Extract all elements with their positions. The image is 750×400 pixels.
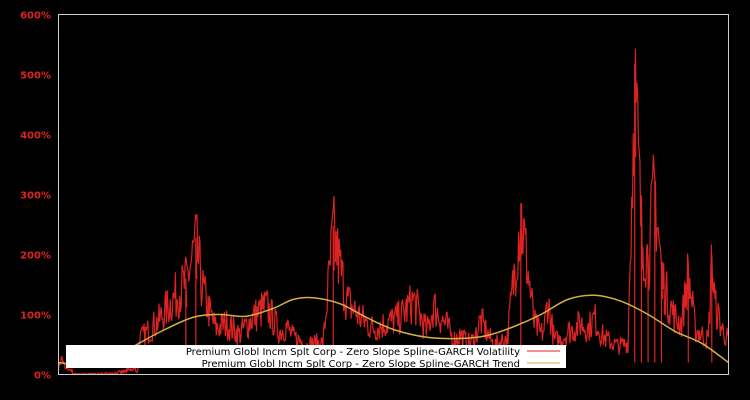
y-tick-label: 300% [20,191,51,202]
legend: Premium Globl Incm Splt Corp - Zero Slop… [66,345,566,370]
y-tick-label: 400% [20,131,51,142]
legend-label-trend: Premium Globl Incm Splt Corp - Zero Slop… [202,359,520,370]
y-axis-ticks: 0% 100% 200% 300% 400% 500% 600% [20,11,51,382]
plot-frame [58,14,729,375]
y-tick-label: 600% [20,11,51,22]
legend-label-volatility: Premium Globl Incm Splt Corp - Zero Slop… [186,347,520,358]
y-tick-label: 100% [20,311,51,322]
y-tick-label: 500% [20,71,51,82]
volatility-series-line [57,48,730,376]
plot-area [57,48,730,376]
trend-series-line [58,294,729,367]
legend-box [66,345,566,368]
y-tick-label: 0% [34,371,51,382]
y-tick-label: 200% [20,251,51,262]
